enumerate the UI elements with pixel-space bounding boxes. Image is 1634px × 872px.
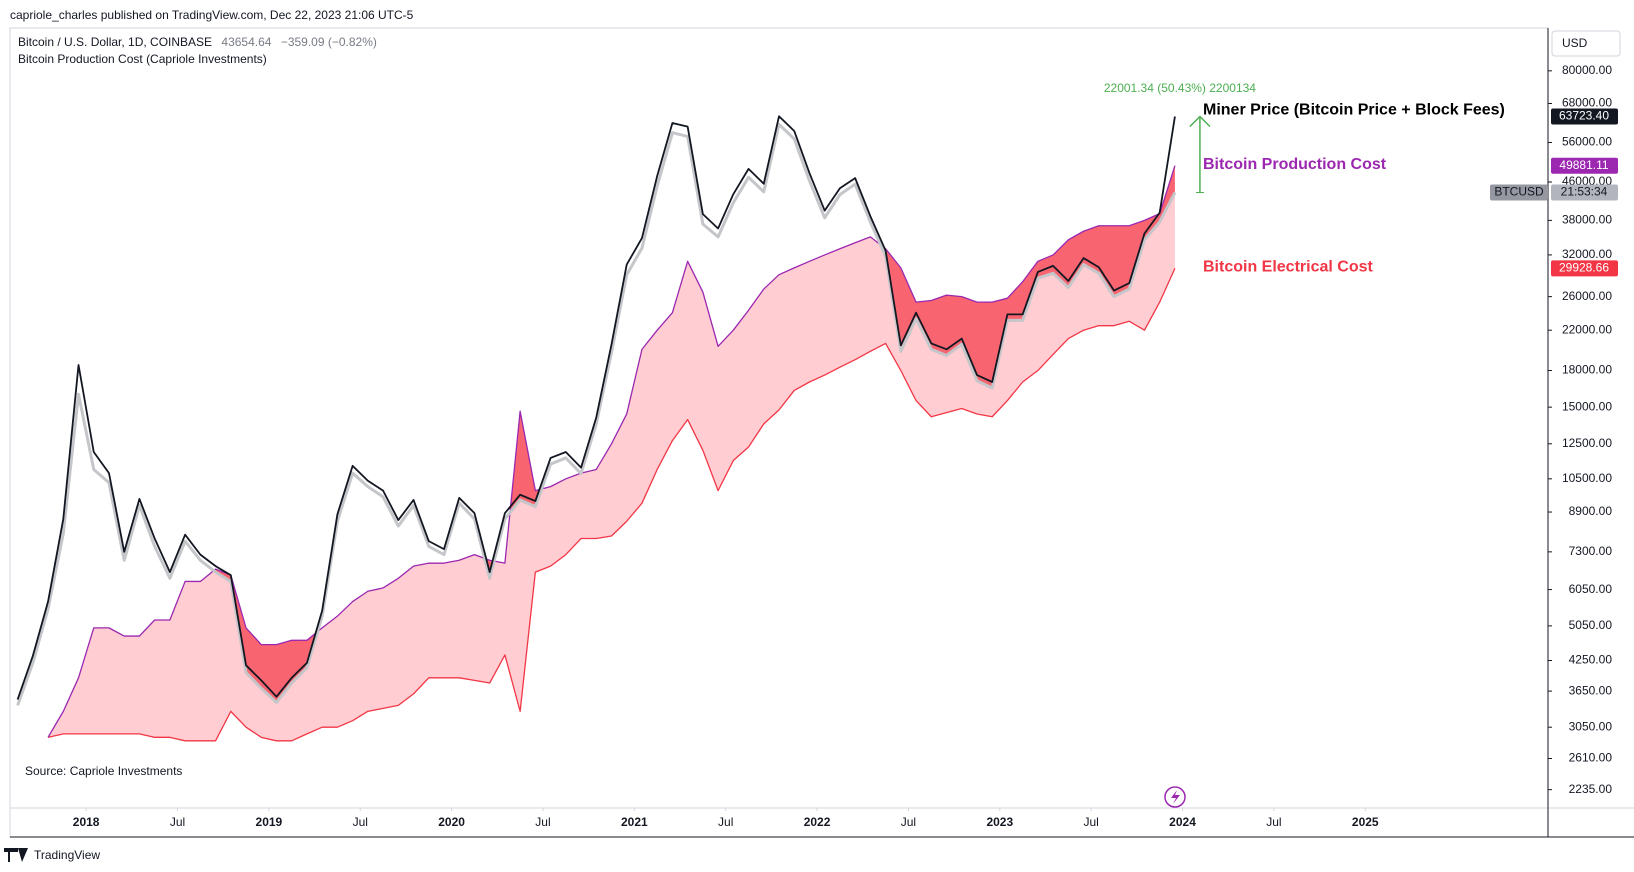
y-tick-label: 68000.00 xyxy=(1562,96,1612,110)
measure-label: 22001.34 (50.43%) 2200134 xyxy=(1104,81,1256,95)
series-line xyxy=(47,165,1176,738)
brand: TradingView xyxy=(34,848,100,862)
y-tick-label: 22000.00 xyxy=(1562,322,1612,336)
price-label-box xyxy=(1551,157,1618,174)
series-name: Miner Price (Bitcoin Price + Block Fees) xyxy=(1203,102,1505,119)
lightning-glyph xyxy=(1171,790,1180,804)
publisher: capriole_charles published on TradingVie… xyxy=(10,8,414,22)
y-tick-label: 10500.00 xyxy=(1562,471,1612,485)
x-tick-label: 2021 xyxy=(621,815,648,829)
currency-button[interactable] xyxy=(1551,30,1621,57)
y-tick-label: 15000.00 xyxy=(1562,399,1612,413)
y-tick-label: 2235.00 xyxy=(1569,782,1613,796)
x-tick-label: Jul xyxy=(170,815,185,829)
last-price: 43654.64 xyxy=(221,35,271,49)
plot xyxy=(16,115,1177,742)
y-tick-label: 18000.00 xyxy=(1562,363,1612,377)
y-tick-label: 32000.00 xyxy=(1562,247,1612,261)
y-tick-label: 8900.00 xyxy=(1569,504,1613,518)
tv-logo xyxy=(4,848,28,862)
y-tick-label: 12500.00 xyxy=(1562,436,1612,450)
source-note: Source: Capriole Investments xyxy=(25,764,182,778)
x-tick-label: 2025 xyxy=(1352,815,1379,829)
y-tick-label: 7300.00 xyxy=(1569,544,1613,558)
indicator-name: Bitcoin Production Cost (Capriole Invest… xyxy=(18,52,267,66)
cost-band xyxy=(48,165,1175,741)
series-name: Bitcoin Electrical Cost xyxy=(1203,259,1373,276)
symbol: Bitcoin / U.S. Dollar, 1D, COINBASE xyxy=(18,35,212,49)
series-line xyxy=(16,122,1177,706)
series-line xyxy=(47,268,1176,742)
x-tick-label: Jul xyxy=(353,815,368,829)
price-label-box xyxy=(1551,260,1618,277)
symbol-tag-box xyxy=(1490,184,1548,201)
countdown: 21:53:34 xyxy=(1561,185,1608,199)
price-label-box xyxy=(1551,108,1618,125)
x-tick-label: 2018 xyxy=(73,815,100,829)
y-tick-label: 6050.00 xyxy=(1569,582,1613,596)
y-tick-label: 38000.00 xyxy=(1562,213,1612,227)
x-tick-label: Jul xyxy=(535,815,550,829)
x-tick-label: 2019 xyxy=(256,815,283,829)
x-tick-label: 2023 xyxy=(986,815,1013,829)
symbol-line: Bitcoin / U.S. Dollar, 1D, COINBASE 4365… xyxy=(18,35,377,49)
x-tick-label: 2020 xyxy=(438,815,465,829)
y-tick-label: 2610.00 xyxy=(1569,751,1613,765)
y-tick-label: 80000.00 xyxy=(1562,63,1612,77)
x-tick-label: Jul xyxy=(718,815,733,829)
price-label: 49881.11 xyxy=(1559,158,1608,172)
currency[interactable]: USD xyxy=(1562,36,1588,50)
y-tick-label: 26000.00 xyxy=(1562,289,1612,303)
series-line xyxy=(16,115,1176,700)
symbol-tag: BTCUSD xyxy=(1494,185,1544,199)
measure-arrowhead xyxy=(1189,115,1211,128)
countdown-box xyxy=(1551,184,1618,201)
series-name: Bitcoin Production Cost xyxy=(1203,156,1387,173)
y-tick-label: 3050.00 xyxy=(1569,719,1613,733)
price-label: 63723.40 xyxy=(1559,109,1609,123)
x-tick-label: 2022 xyxy=(804,815,831,829)
price-change: −359.09 (−0.82%) xyxy=(281,35,377,49)
x-tick-label: Jul xyxy=(901,815,916,829)
y-tick-label: 3650.00 xyxy=(1569,683,1613,697)
x-tick-label: Jul xyxy=(1083,815,1098,829)
x-tick-label: 2024 xyxy=(1169,815,1196,829)
price-label: 29928.66 xyxy=(1559,261,1609,275)
y-tick-label: 4250.00 xyxy=(1569,653,1613,667)
y-tick-label: 56000.00 xyxy=(1562,135,1612,149)
y-tick-label: 5050.00 xyxy=(1569,618,1613,632)
x-tick-label: Jul xyxy=(1266,815,1281,829)
